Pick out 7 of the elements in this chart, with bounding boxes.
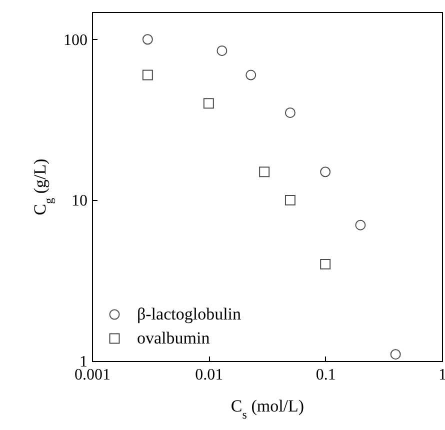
legend-label: ovalbumin [137, 328, 210, 348]
x-tick-label: 0.1 [316, 366, 336, 384]
legend-label: β-lactoglobulin [137, 304, 242, 324]
x-axis-title: C$_{s}$ (mol/L) [230, 396, 304, 422]
y-tick-label: 100 [64, 32, 88, 49]
y-tick-label: 10 [72, 192, 88, 210]
x-tick-label: 0.01 [195, 366, 224, 384]
